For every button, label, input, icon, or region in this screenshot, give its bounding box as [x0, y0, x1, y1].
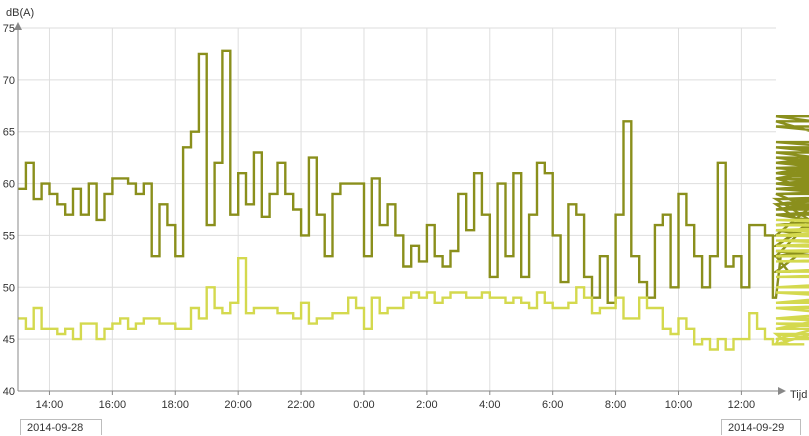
x-tick-label: 18:00	[161, 399, 189, 411]
x-tick-label: 20:00	[224, 399, 252, 411]
series-line-2	[18, 218, 809, 351]
y-tick-label: 70	[3, 75, 15, 87]
x-tick-label: 10:00	[665, 399, 693, 411]
x-tick-label: 12:00	[728, 399, 756, 411]
x-axis-arrow	[778, 387, 786, 395]
x-tick-label: 8:00	[605, 399, 626, 411]
chart-series	[18, 49, 809, 351]
y-axis-arrow	[14, 22, 22, 30]
end-date-label: 2014-09-29	[721, 419, 801, 435]
x-axis-label: Tijd	[790, 389, 807, 401]
start-date-label: 2014-09-28	[20, 419, 102, 435]
x-tick-label: 4:00	[479, 399, 500, 411]
y-axis-label: dB(A)	[6, 7, 34, 19]
x-tick-label: 14:00	[36, 399, 64, 411]
y-tick-label: 45	[3, 334, 15, 346]
x-tick-label: 16:00	[99, 399, 127, 411]
y-tick-label: 50	[3, 282, 15, 294]
chart-axes: 40 45 50 55 60 65 70 75 14:00 16:00 18:00 20:00 22:0…	[3, 22, 786, 411]
x-tick-label: 6:00	[542, 399, 563, 411]
y-tick-label: 65	[3, 127, 15, 139]
y-tick-label: 40	[3, 386, 15, 398]
x-tick-label: 0:00	[353, 399, 374, 411]
y-tick-label: 55	[3, 230, 15, 242]
series-line-1	[18, 49, 809, 304]
y-tick-label: 75	[3, 23, 15, 35]
y-tick-label: 60	[3, 179, 15, 191]
chart-grid	[18, 27, 776, 392]
x-tick-label: 2:00	[416, 399, 437, 411]
x-tick-label: 22:00	[287, 399, 315, 411]
